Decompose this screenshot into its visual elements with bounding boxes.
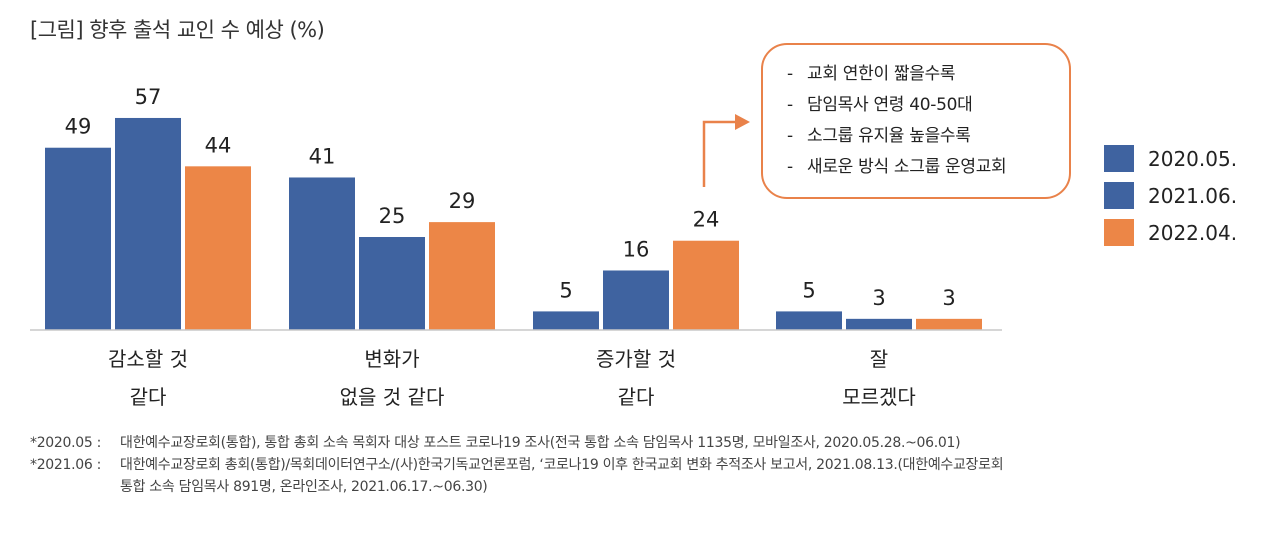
callout-dash: - xyxy=(787,126,793,146)
bar-2-1 xyxy=(603,270,669,330)
footnote-text: 대한예수교장로회(통합), 통합 총회 소속 목회자 대상 포스트 코로나19 … xyxy=(120,435,961,451)
category-label-3-0: 잘 xyxy=(870,347,888,371)
category-label-2-0: 증가할 것 xyxy=(596,347,676,371)
value-label-3-2: 3 xyxy=(942,286,955,310)
legend-label: 2021.06. xyxy=(1148,183,1238,208)
callout-item: - 소그룹 유지율 높을수록 xyxy=(787,121,1069,152)
footnote-row: *2020.05 : 대한예수교장로회(통합), 통합 총회 소속 목회자 대상 … xyxy=(30,432,1003,454)
value-label-0-0: 49 xyxy=(65,115,92,139)
value-label-0-1: 57 xyxy=(135,85,162,109)
callout-list: - 교회 연한이 짧을수록 - 담임목사 연령 40-50대 - 소그룹 유지율 높을수록… xyxy=(787,59,1069,183)
callout-box: - 교회 연한이 짧을수록 - 담임목사 연령 40-50대 - 소그룹 유지율 높을수록… xyxy=(761,43,1071,199)
footnote-continuation: 통합 소속 담임목사 891명, 온라인조사, 2021.06.17.~06.3… xyxy=(120,479,488,495)
legend-item: 2020.05. xyxy=(1104,140,1237,177)
category-label-2-1: 같다 xyxy=(618,385,655,409)
callout-item: - 교회 연한이 짧을수록 xyxy=(787,59,1069,90)
bar-0-2 xyxy=(185,166,251,330)
callout-item-text: 교회 연한이 짧을수록 xyxy=(807,64,956,84)
footnotes: *2020.05 : 대한예수교장로회(통합), 통합 총회 소속 목회자 대상 … xyxy=(30,432,1004,498)
footnote-row: *2021.06 : 대한예수교장로회 총회(통합)/목회데이터연구소/(사)한국… xyxy=(30,454,1004,476)
legend-label: 2022.04. xyxy=(1148,220,1238,245)
footnote-key: *2021.06 : xyxy=(30,457,102,473)
chart-title: [그림] 향후 출석 교인 수 예상 (%) xyxy=(30,18,325,42)
category-label-1-1: 없을 것 같다 xyxy=(340,385,445,409)
bar-0-1 xyxy=(115,117,181,331)
value-label-1-0: 41 xyxy=(309,144,336,168)
value-label-0-2: 44 xyxy=(205,133,232,157)
footnote-key: *2020.05 : xyxy=(30,435,102,451)
bar-3-0 xyxy=(776,311,842,330)
callout-arrow-head xyxy=(735,114,750,130)
value-label-1-1: 25 xyxy=(379,204,406,228)
bar-1-2 xyxy=(429,222,495,330)
bar-0-0 xyxy=(45,147,111,330)
legend-item: 2021.06. xyxy=(1104,177,1237,214)
value-label-2-1: 16 xyxy=(623,237,650,261)
callout-arrow xyxy=(702,120,737,187)
value-label-2-0: 5 xyxy=(559,278,572,302)
legend-item: 2022.04. xyxy=(1104,214,1237,251)
callout-dash: - xyxy=(787,95,793,115)
bar-1-0 xyxy=(289,177,355,330)
legend: 2020.05. 2021.06. 2022.04. xyxy=(1104,140,1237,251)
bar-1-1 xyxy=(359,237,425,330)
legend-swatch xyxy=(1104,219,1134,246)
value-label-3-0: 5 xyxy=(802,278,815,302)
bar-3-2 xyxy=(916,318,982,330)
callout-dash: - xyxy=(787,157,793,177)
bar-2-0 xyxy=(533,311,599,330)
callout-item-text: 담임목사 연령 40-50대 xyxy=(807,95,973,115)
callout-item: - 담임목사 연령 40-50대 xyxy=(787,90,1069,121)
bar-3-1 xyxy=(846,318,912,330)
category-label-0-1: 같다 xyxy=(130,385,167,409)
callout-item-text: 소그룹 유지율 높을수록 xyxy=(807,126,971,146)
legend-label: 2020.05. xyxy=(1148,146,1238,171)
legend-swatch xyxy=(1104,182,1134,209)
bar-2-2 xyxy=(673,240,739,330)
category-label-3-1: 모르겠다 xyxy=(842,385,916,409)
category-label-0-0: 감소할 것 xyxy=(108,347,188,371)
callout-dash: - xyxy=(787,64,793,84)
callout-item: - 새로운 방식 소그룹 운영교회 xyxy=(787,152,1069,183)
value-label-2-2: 24 xyxy=(693,208,720,232)
footnote-text: 대한예수교장로회 총회(통합)/목회데이터연구소/(사)한국기독교언론포럼, ‘… xyxy=(120,457,1004,473)
category-label-1-0: 변화가 xyxy=(364,347,419,371)
value-label-1-2: 29 xyxy=(449,189,476,213)
callout-item-text: 새로운 방식 소그룹 운영교회 xyxy=(807,157,1007,177)
value-label-3-1: 3 xyxy=(872,286,885,310)
legend-swatch xyxy=(1104,145,1134,172)
